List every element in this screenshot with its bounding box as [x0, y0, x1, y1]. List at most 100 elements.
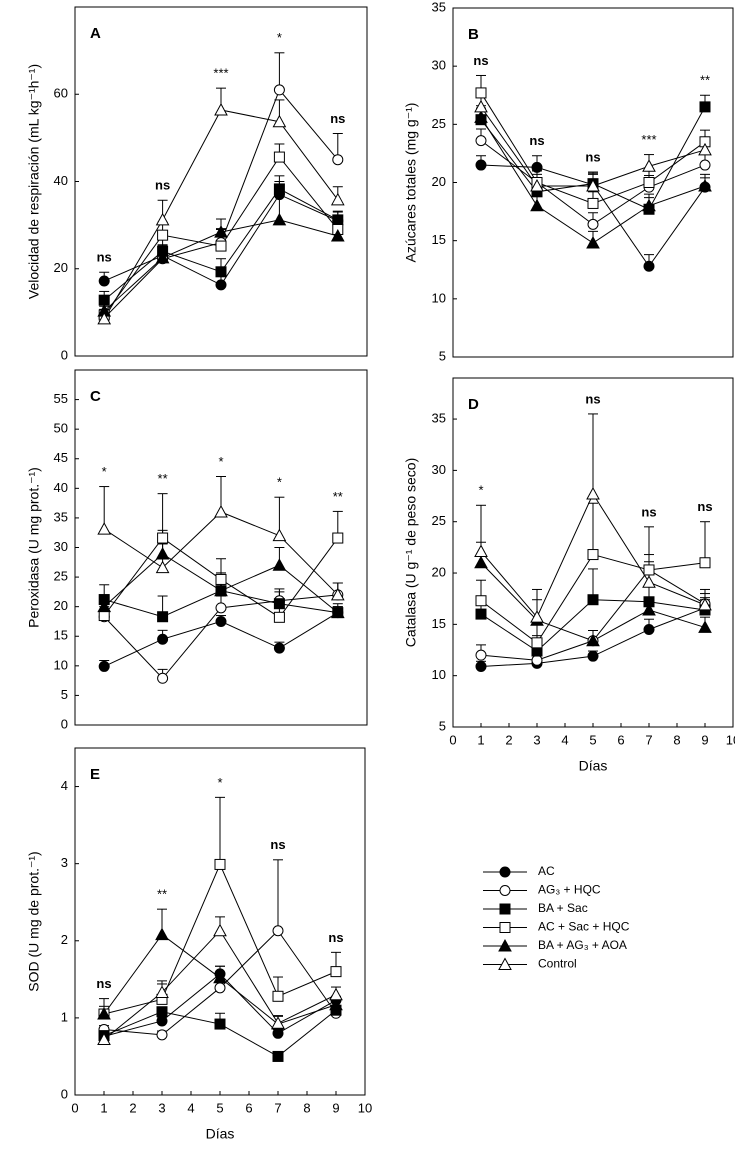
marker: [157, 633, 169, 645]
marker: [698, 142, 712, 156]
marker: [97, 522, 112, 535]
panel-label: C: [90, 388, 101, 405]
y-tick-label: 20: [432, 174, 446, 189]
marker: [330, 605, 345, 619]
x-tick-label: 7: [645, 732, 652, 747]
legend-label: AC: [538, 864, 555, 878]
marker: [699, 557, 711, 569]
marker: [97, 1006, 111, 1020]
panel-label: B: [468, 26, 479, 43]
marker: [698, 178, 712, 192]
x-tick-label: 6: [617, 732, 624, 747]
marker: [97, 1032, 111, 1045]
panel-label: A: [90, 25, 101, 42]
y-axis-label: Catalasa (U g⁻¹ de peso seco): [403, 458, 419, 647]
significance-label: ns: [585, 149, 600, 164]
x-tick-label: 9: [701, 732, 708, 747]
error-bar: [476, 504, 486, 552]
marker: [155, 985, 169, 998]
significance-label: ns: [97, 250, 112, 265]
marker: [642, 602, 656, 616]
y-tick-label: 35: [432, 410, 446, 425]
legend-label: BA + Sac: [538, 901, 588, 915]
marker: [330, 228, 345, 242]
marker: [214, 225, 228, 238]
x-axis-label: Días: [206, 1126, 235, 1142]
y-axis-label: Azúcares totales (mg g⁻¹): [403, 103, 419, 263]
marker: [272, 1050, 284, 1062]
marker: [272, 990, 284, 1002]
marker: [215, 266, 227, 278]
y-tick-label: 15: [432, 232, 446, 247]
marker: [698, 620, 712, 633]
marker: [272, 212, 287, 226]
y-axis-label: Velocidad de respiración (mL kg⁻¹h⁻¹): [26, 64, 42, 299]
marker: [214, 982, 226, 994]
y-tick-label: 30: [432, 58, 446, 73]
marker: [213, 970, 227, 984]
marker: [586, 633, 600, 647]
significance-label: *: [277, 475, 282, 490]
marker: [214, 583, 228, 597]
marker: [530, 178, 544, 192]
marker: [643, 177, 655, 188]
significance-label: **: [700, 73, 710, 88]
marker: [330, 966, 342, 978]
x-tick-label: 3: [158, 1100, 165, 1115]
y-axis-label: SOD (U mg de prot.⁻¹): [26, 851, 42, 991]
marker: [587, 650, 599, 662]
marker: [587, 218, 599, 230]
marker: [214, 102, 228, 116]
marker: [98, 660, 110, 672]
marker: [155, 560, 170, 574]
y-tick-label: 50: [54, 421, 68, 436]
marker: [586, 178, 600, 192]
significance-label: **: [157, 887, 167, 902]
y-tick-label: 40: [54, 173, 68, 188]
marker: [531, 637, 543, 649]
x-tick-label: 10: [726, 732, 735, 747]
error-bar: [588, 502, 598, 555]
x-tick-label: 3: [533, 732, 540, 747]
marker: [272, 1027, 284, 1039]
marker: [155, 927, 169, 941]
marker: [155, 546, 170, 560]
y-tick-label: 0: [61, 716, 68, 731]
significance-label: **: [158, 471, 168, 486]
marker: [530, 198, 544, 212]
x-tick-label: 2: [129, 1100, 136, 1115]
marker: [643, 623, 655, 635]
y-tick-label: 25: [54, 569, 68, 584]
y-tick-label: 5: [439, 348, 446, 363]
marker: [475, 608, 487, 620]
significance-label: *: [102, 464, 107, 479]
marker: [474, 555, 488, 569]
marker: [272, 528, 287, 542]
marker: [273, 611, 285, 623]
marker: [643, 564, 655, 576]
marker: [475, 660, 487, 672]
marker: [215, 240, 227, 252]
marker: [474, 110, 488, 123]
significance-label: ns: [585, 391, 600, 406]
y-tick-label: 15: [54, 628, 68, 643]
marker: [155, 212, 170, 226]
marker: [474, 99, 488, 113]
y-tick-label: 3: [61, 855, 68, 870]
marker: [332, 532, 344, 544]
x-tick-label: 4: [187, 1100, 194, 1115]
significance-label: *: [478, 483, 483, 498]
marker: [699, 101, 711, 113]
x-tick-label: 5: [589, 732, 596, 747]
x-tick-label: 0: [71, 1100, 78, 1115]
marker: [642, 159, 656, 172]
marker: [586, 235, 600, 249]
marker: [642, 198, 656, 212]
x-tick-label: 1: [477, 732, 484, 747]
y-axis-label: Peroxidasa (U mg prot.⁻¹): [26, 467, 42, 628]
marker: [272, 558, 287, 571]
y-tick-label: 20: [54, 598, 68, 613]
marker: [499, 866, 511, 878]
y-tick-label: 25: [432, 116, 446, 131]
marker: [156, 1015, 168, 1027]
